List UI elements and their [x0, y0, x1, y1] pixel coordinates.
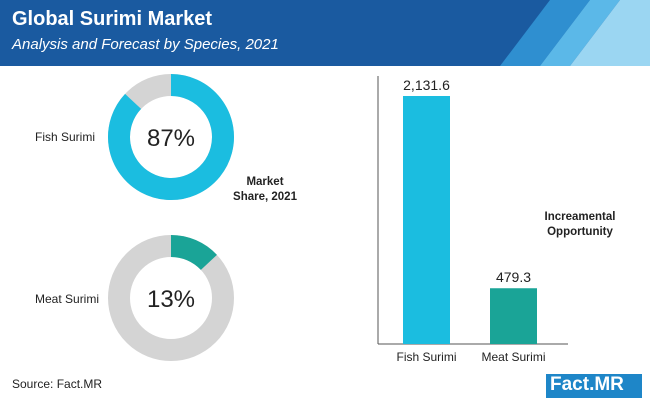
fish-surimi-donut — [108, 74, 234, 200]
bar-value-label: 479.3 — [496, 269, 531, 285]
bar-meat-surimi — [490, 288, 537, 344]
stripe-2 — [540, 0, 620, 66]
incremental-label-line-2: Opportunity — [547, 226, 613, 238]
bar-value-label: 2,131.6 — [403, 77, 450, 93]
logo-background — [546, 374, 642, 398]
meat-surimi-slice — [170, 235, 217, 271]
market-share-donuts — [108, 74, 234, 361]
factmr-logo: Fact.MR — [546, 374, 642, 398]
bar-category-label: Fish Surimi — [396, 350, 456, 364]
market-share-label-line-1: Market — [246, 176, 284, 188]
incremental-opportunity-label: Increamental Opportunity — [530, 210, 630, 240]
meat-surimi-donut — [108, 235, 234, 361]
stripe-1 — [500, 0, 590, 66]
meat-surimi-donut-label: Meat Surimi — [35, 292, 100, 306]
incremental-opportunity-bar-chart: 2,131.6 Fish Surimi 479.3 Meat Surimi — [377, 76, 568, 364]
page-title: Global Surimi Market — [12, 8, 213, 30]
fish-surimi-slice — [108, 74, 234, 200]
incremental-label-line-1: Increamental — [544, 211, 616, 223]
bar-fish-surimi — [403, 96, 450, 344]
header-banner: Global Surimi Market Analysis and Foreca… — [0, 0, 650, 66]
stripe-3 — [570, 0, 650, 66]
fish-surimi-share-value: 87% — [146, 125, 196, 152]
logo-text: Fact.MR — [550, 374, 624, 395]
meat-surimi-share-value: 13% — [146, 286, 196, 313]
bar-category-label: Meat Surimi — [481, 350, 545, 364]
source-note: Source: Fact.MR — [12, 377, 103, 391]
fish-surimi-donut-label: Fish Surimi — [35, 130, 96, 144]
page-subtitle: Analysis and Forecast by Species, 2021 — [12, 36, 279, 53]
header-stripes-decoration — [500, 0, 650, 66]
market-share-label-line-2: Share, 2021 — [233, 191, 297, 203]
market-share-label: Market Share, 2021 — [222, 175, 308, 205]
